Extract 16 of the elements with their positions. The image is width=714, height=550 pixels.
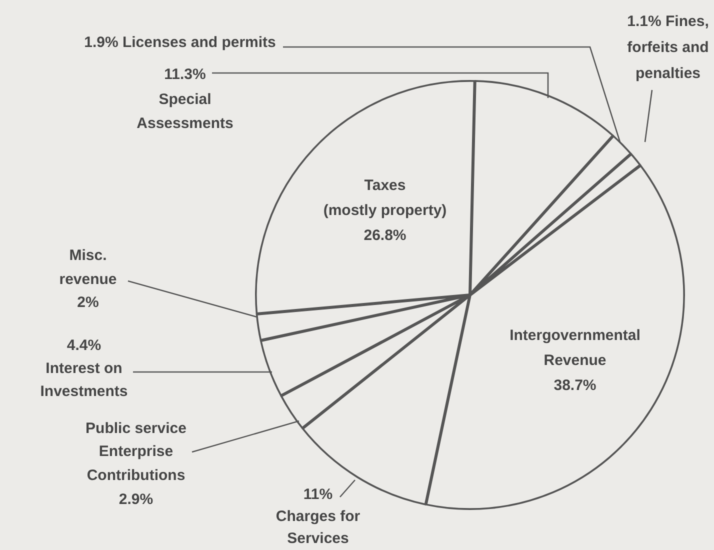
data-label: 38.7% <box>554 377 596 394</box>
data-label: 4.4% <box>66 337 102 354</box>
slice-label: Taxes (mostly property) <box>323 177 447 220</box>
slice-label: Charges for Services <box>276 508 360 548</box>
data-label: 11% <box>303 486 333 504</box>
data-label: 11.3% <box>164 66 206 84</box>
slice-label: Special Assessments <box>136 91 234 132</box>
slice-label: Public service Enterprise Contributions <box>86 420 186 484</box>
slice-label: 1.1% Fines, forfeits and penalties <box>627 13 709 82</box>
slice-label: Interest on Investments <box>40 360 128 400</box>
slice-label: Misc. revenue <box>59 247 117 288</box>
data-label: 26.8% <box>364 227 406 244</box>
slice-label: Intergovernmental Revenue <box>510 327 640 370</box>
slice-label: 1.9% Licenses and permits <box>84 34 276 52</box>
data-label: 2% <box>77 294 99 312</box>
data-label: 2.9% <box>118 491 154 508</box>
